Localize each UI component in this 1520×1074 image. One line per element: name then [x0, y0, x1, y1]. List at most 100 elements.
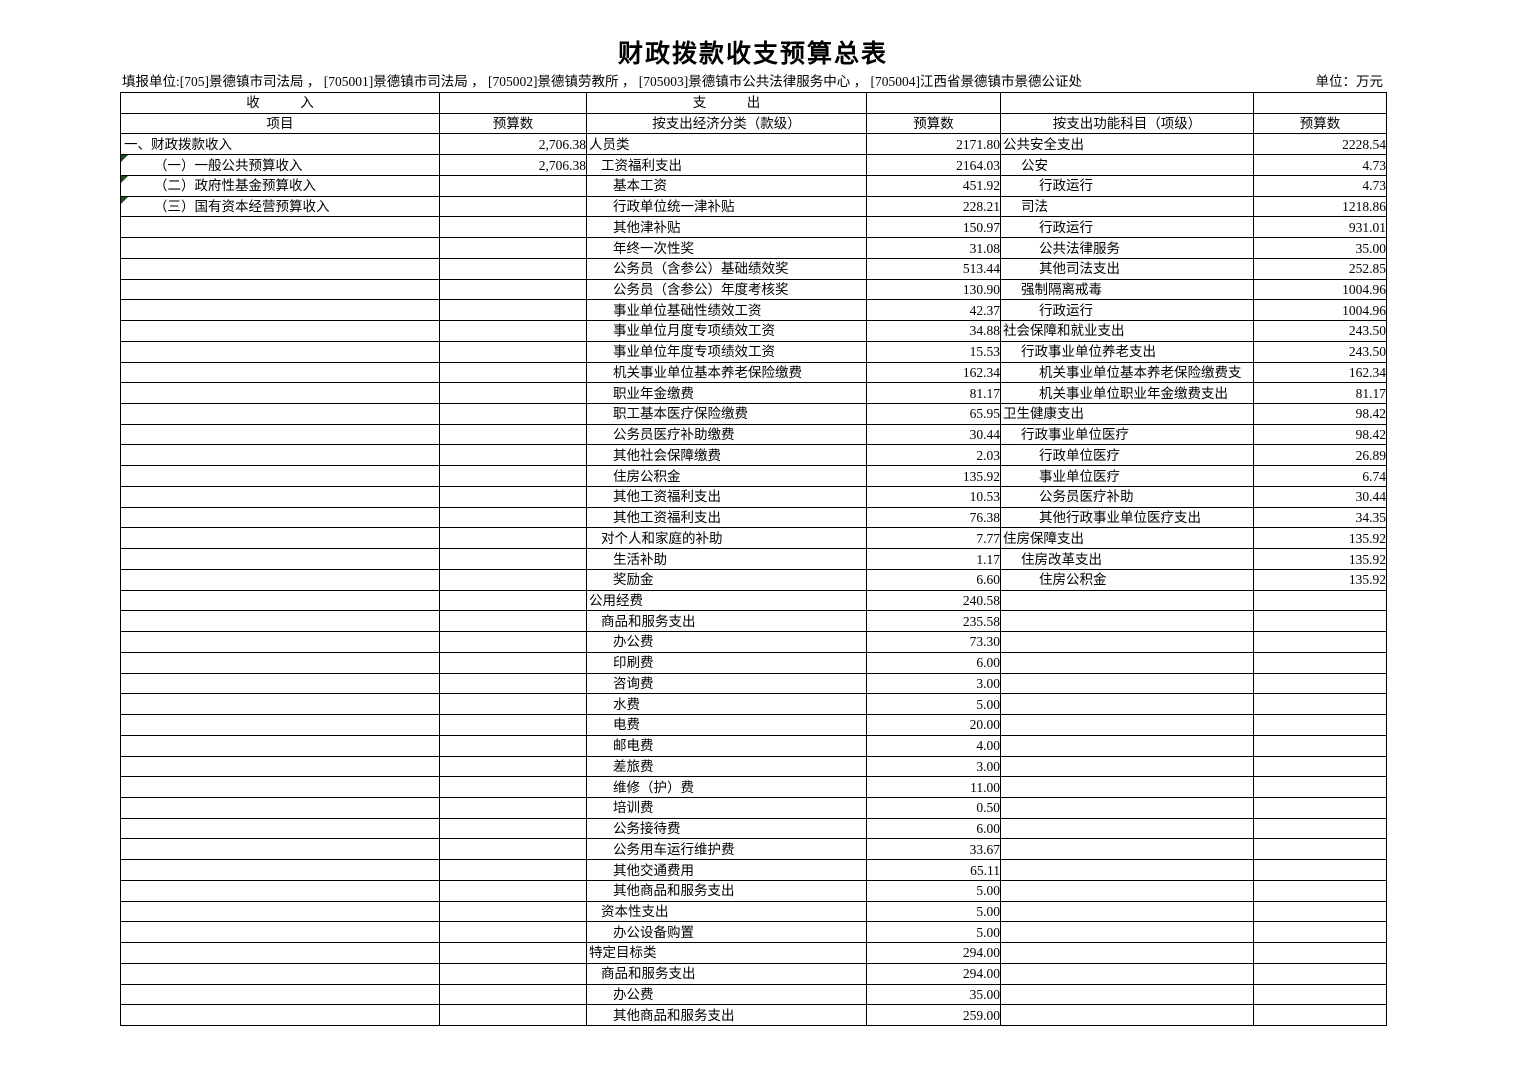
econ-item-cell: 事业单位年度专项绩效工资 — [586, 340, 867, 363]
econ-item-cell: 咨询费 — [586, 672, 867, 695]
table-row: 其他社会保障缴费 2.03 行政单位医疗 26.89 — [120, 444, 1387, 467]
func-item-cell — [1000, 796, 1254, 819]
econ-amount-cell: 0.50 — [866, 796, 1001, 819]
income-item-cell — [120, 714, 440, 736]
table-body: 一、财政拨款收入 2,706.38 人员类 2171.80 公共安全支出 2228.54 （… — [120, 133, 1387, 1027]
func-amount-cell: 931.01 — [1253, 216, 1387, 239]
econ-item-cell: 其他工资福利支出 — [586, 506, 867, 529]
income-amount-cell — [439, 257, 587, 280]
econ-amount-cell: 33.67 — [866, 838, 1001, 861]
func-amount-cell — [1253, 796, 1387, 819]
header-income-item: 项目 — [120, 112, 440, 135]
table-row: （一）一般公共预算收入 2,706.38 工资福利支出 2164.03 公安 4.73 — [120, 154, 1387, 176]
cell-comment-marker-icon — [121, 197, 128, 204]
func-amount-cell — [1253, 776, 1387, 798]
func-amount-cell — [1253, 734, 1387, 757]
income-amount-cell — [439, 527, 587, 550]
table-row: 咨询费 3.00 — [120, 672, 1387, 695]
func-amount-cell — [1253, 714, 1387, 736]
income-amount-cell — [439, 755, 587, 778]
econ-item-cell: 人员类 — [586, 133, 867, 156]
table-row: 职业年金缴费 81.17 机关事业单位职业年金缴费支出 81.17 — [120, 382, 1387, 405]
econ-amount-cell: 3.00 — [866, 755, 1001, 778]
econ-item-cell: 公务员（含参公）年度考核奖 — [586, 278, 867, 301]
table-row: 奖励金 6.60 住房公积金 135.92 — [120, 568, 1387, 591]
econ-item-cell: 其他交通费用 — [586, 859, 867, 881]
func-item-cell — [1000, 900, 1254, 923]
unit-label: 单位：万元 — [1315, 74, 1384, 89]
table-row: 对个人和家庭的补助 7.77 住房保障支出 135.92 — [120, 527, 1387, 550]
income-item-cell — [120, 485, 440, 508]
func-amount-cell — [1253, 817, 1387, 840]
func-amount-cell — [1253, 1004, 1387, 1027]
func-item-cell — [1000, 838, 1254, 861]
income-item-cell — [120, 403, 440, 425]
func-amount-cell — [1253, 672, 1387, 695]
income-item-cell — [120, 320, 440, 342]
econ-amount-cell: 240.58 — [866, 589, 1001, 612]
income-amount-cell — [439, 299, 587, 322]
func-item-cell: 机关事业单位职业年金缴费支出 — [1000, 382, 1254, 405]
econ-item-cell: 机关事业单位基本养老保险缴费 — [586, 361, 867, 384]
budget-table: 收 入 支 出 项目 预算数 按支出经济分类（款级） 预算数 按支出功能科目（项… — [120, 92, 1387, 1027]
income-item-cell — [120, 299, 440, 322]
econ-amount-cell: 5.00 — [866, 693, 1001, 716]
econ-item-cell: 公务员（含参公）基础绩效奖 — [586, 257, 867, 280]
econ-item-cell: 印刷费 — [586, 651, 867, 674]
econ-amount-cell: 6.00 — [866, 651, 1001, 674]
func-amount-cell: 252.85 — [1253, 257, 1387, 280]
econ-item-cell: 奖励金 — [586, 568, 867, 591]
func-amount-cell — [1253, 589, 1387, 612]
func-amount-cell — [1253, 755, 1387, 778]
table-row: 事业单位年度专项绩效工资 15.53 行政事业单位养老支出 243.50 — [120, 340, 1387, 363]
income-amount-cell — [439, 195, 587, 218]
econ-amount-cell: 4.00 — [866, 734, 1001, 757]
func-amount-cell: 162.34 — [1253, 361, 1387, 384]
table-row: 邮电费 4.00 — [120, 734, 1387, 757]
income-item-cell — [120, 942, 440, 964]
func-amount-cell — [1253, 631, 1387, 653]
econ-amount-cell: 162.34 — [866, 361, 1001, 384]
table-row: 电费 20.00 — [120, 714, 1387, 736]
func-amount-cell: 135.92 — [1253, 568, 1387, 591]
func-item-cell: 住房公积金 — [1000, 568, 1254, 591]
econ-item-cell: 商品和服务支出 — [586, 962, 867, 985]
func-amount-cell: 81.17 — [1253, 382, 1387, 405]
econ-item-cell: 其他社会保障缴费 — [586, 444, 867, 467]
income-item-cell — [120, 257, 440, 280]
table-row: 公务用车运行维护费 33.67 — [120, 838, 1387, 861]
econ-amount-cell: 65.11 — [866, 859, 1001, 881]
econ-amount-cell: 7.77 — [866, 527, 1001, 550]
econ-amount-cell: 11.00 — [866, 776, 1001, 798]
econ-amount-cell: 6.00 — [866, 817, 1001, 840]
table-row: 其他工资福利支出 76.38 其他行政事业单位医疗支出 34.35 — [120, 506, 1387, 529]
table-row: 公用经费 240.58 — [120, 589, 1387, 612]
table-row: 资本性支出 5.00 — [120, 900, 1387, 923]
income-amount-cell — [439, 423, 587, 446]
income-item-cell — [120, 340, 440, 363]
income-amount-cell — [439, 900, 587, 923]
func-amount-cell: 35.00 — [1253, 237, 1387, 259]
header-func-budget: 预算数 — [1253, 112, 1387, 135]
income-amount-cell — [439, 216, 587, 239]
income-amount-cell — [439, 672, 587, 695]
econ-item-cell: 办公设备购置 — [586, 921, 867, 944]
income-amount-cell — [439, 1004, 587, 1027]
income-amount-cell — [439, 278, 587, 301]
func-item-cell: 公务员医疗补助 — [1000, 485, 1254, 508]
table-row: 公务接待费 6.00 — [120, 817, 1387, 840]
func-amount-cell: 135.92 — [1253, 527, 1387, 550]
func-item-cell — [1000, 817, 1254, 840]
func-item-cell — [1000, 651, 1254, 674]
func-item-cell — [1000, 589, 1254, 612]
econ-amount-cell: 228.21 — [866, 195, 1001, 218]
income-item-cell — [120, 361, 440, 384]
econ-amount-cell: 65.95 — [866, 403, 1001, 425]
income-item-cell — [120, 527, 440, 550]
income-amount-cell — [439, 962, 587, 985]
income-amount-cell — [439, 838, 587, 861]
func-item-cell — [1000, 1004, 1254, 1027]
income-amount-cell — [439, 444, 587, 467]
income-amount-cell — [439, 734, 587, 757]
func-item-cell: 社会保障和就业支出 — [1000, 320, 1254, 342]
